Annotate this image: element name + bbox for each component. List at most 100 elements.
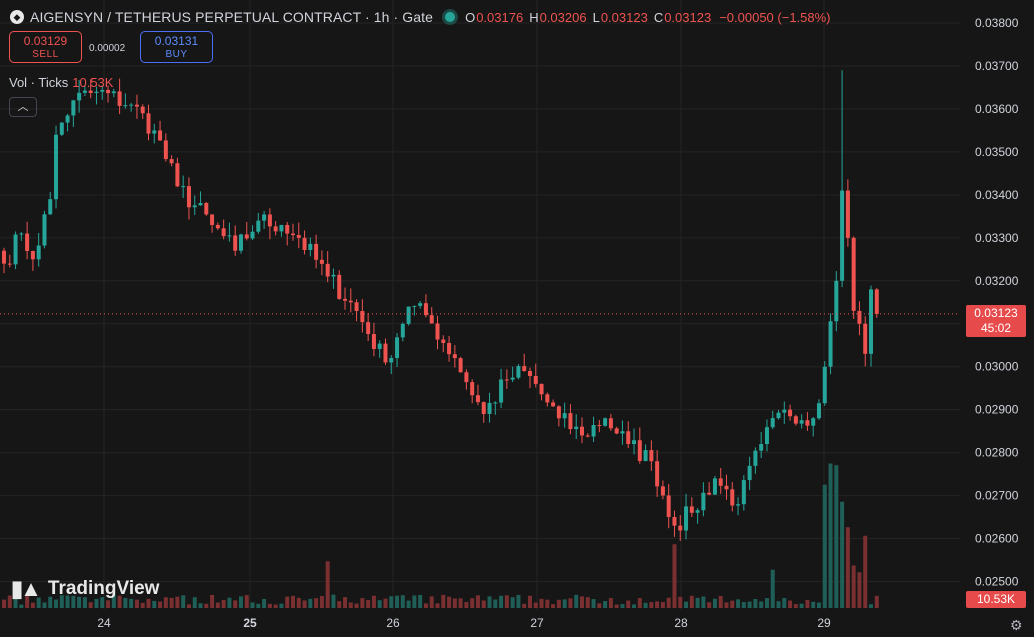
candle-body <box>250 231 255 239</box>
chevron-up-icon: ︿ <box>17 101 29 113</box>
candle-body <box>186 186 191 208</box>
last-price-badge: 0.03123 45:02 <box>966 305 1026 337</box>
volume-bar <box>250 602 255 608</box>
volume-bar <box>637 598 642 608</box>
volume-bar <box>649 602 654 608</box>
candle-body <box>71 100 76 116</box>
volume-bar <box>54 599 59 608</box>
price-tick-label: 0.03600 <box>975 102 1019 116</box>
candle-body <box>337 274 342 299</box>
candle-body <box>649 450 654 462</box>
sell-price: 0.03129 <box>23 34 68 48</box>
volume-bar <box>198 603 203 608</box>
volume-bar <box>874 595 879 608</box>
candle-body <box>816 403 821 419</box>
candle-body <box>314 243 319 260</box>
candle-body <box>556 406 561 419</box>
volume-bar <box>94 598 99 608</box>
candle-body <box>331 274 336 277</box>
volume-bar <box>221 599 226 608</box>
ohlc-high: H 0.03206 <box>529 9 587 25</box>
candle-body <box>597 424 602 426</box>
volume-bar <box>724 602 729 608</box>
candle-body <box>527 371 532 376</box>
volume-bar <box>481 600 486 608</box>
volume-bar <box>186 604 191 608</box>
buy-button[interactable]: 0.03131 BUY <box>140 31 213 63</box>
candle-body <box>285 224 290 234</box>
volume-bar <box>811 601 816 608</box>
candle-body <box>48 199 53 215</box>
candle-body <box>412 305 417 307</box>
price-tick-label: 0.02800 <box>975 446 1019 460</box>
volume-bar <box>319 595 324 608</box>
candle-body <box>175 163 180 187</box>
volume-bar <box>805 599 810 608</box>
price-tick-label: 0.03300 <box>975 231 1019 245</box>
volume-bar <box>302 600 307 608</box>
candle-body <box>724 485 729 490</box>
candle-body <box>805 420 810 426</box>
volume-bar <box>435 603 440 608</box>
candle-body <box>545 394 550 403</box>
candle-body <box>499 379 504 403</box>
candle-body <box>822 366 827 404</box>
candle-body <box>146 113 151 134</box>
candle-body <box>181 186 186 188</box>
candle-body <box>510 377 515 380</box>
candle-body <box>603 418 608 426</box>
volume-bar <box>314 598 319 608</box>
symbol-title[interactable]: AIGENSYN / TETHERUS PERPETUAL CONTRACT ·… <box>30 9 434 25</box>
bar-countdown: 45:02 <box>980 321 1012 335</box>
chart-header: ◆ AIGENSYN / TETHERUS PERPETUAL CONTRACT… <box>10 8 831 26</box>
candle-body <box>59 122 64 135</box>
candle-body <box>799 420 804 424</box>
candle-body <box>221 228 226 237</box>
candle-body <box>389 358 394 363</box>
price-tick-label: 0.03000 <box>975 360 1019 374</box>
volume-bar <box>782 598 787 608</box>
volume-bar <box>140 602 145 608</box>
volume-bar <box>291 595 295 608</box>
volume-bar <box>597 603 602 608</box>
volume-bar <box>238 596 243 608</box>
volume-bar <box>464 602 469 608</box>
time-tick-label: 24 <box>97 616 111 630</box>
price-axis: 0.02500 0.02600 0.02700 0.02800 0.02900 0.030… <box>975 16 1019 588</box>
volume-legend[interactable]: Vol · Ticks 10.53K <box>9 75 113 90</box>
volume-bar <box>793 604 798 608</box>
candle-body <box>233 235 238 251</box>
candle-body <box>279 224 284 232</box>
volume-bar <box>487 596 492 608</box>
price-tick-label: 0.02700 <box>975 489 1019 503</box>
gear-icon[interactable]: ⚙ <box>1010 617 1023 633</box>
volume-bar <box>499 595 504 608</box>
volume-bar <box>244 595 249 608</box>
candle-body <box>857 310 862 324</box>
volume-bar <box>389 596 394 608</box>
volume-bar <box>267 603 272 608</box>
volume-bar <box>210 594 215 608</box>
candle-body <box>788 409 793 417</box>
volume-bar <box>285 596 290 608</box>
volume-bar <box>493 599 498 608</box>
candle-body <box>325 263 330 277</box>
volume-bar <box>82 597 87 608</box>
candle-body <box>117 91 122 106</box>
candle-body <box>840 190 845 281</box>
sell-button[interactable]: 0.03129 SELL <box>9 31 82 63</box>
candle-body <box>7 263 12 265</box>
collapse-legend-button[interactable]: ︿ <box>9 97 37 117</box>
candle-body <box>129 104 134 106</box>
volume-bar <box>620 604 625 608</box>
volume-bar <box>539 598 544 608</box>
last-price-value: 0.03123 <box>974 306 1018 320</box>
volume-bar <box>527 595 532 608</box>
volume-bar <box>163 597 168 608</box>
tradingview-logo[interactable]: ▮▲ TradingView <box>11 576 159 602</box>
candle-body <box>660 486 665 496</box>
spread-value: 0.00002 <box>89 43 126 54</box>
candle-body <box>25 233 30 251</box>
candle-body <box>522 366 527 372</box>
